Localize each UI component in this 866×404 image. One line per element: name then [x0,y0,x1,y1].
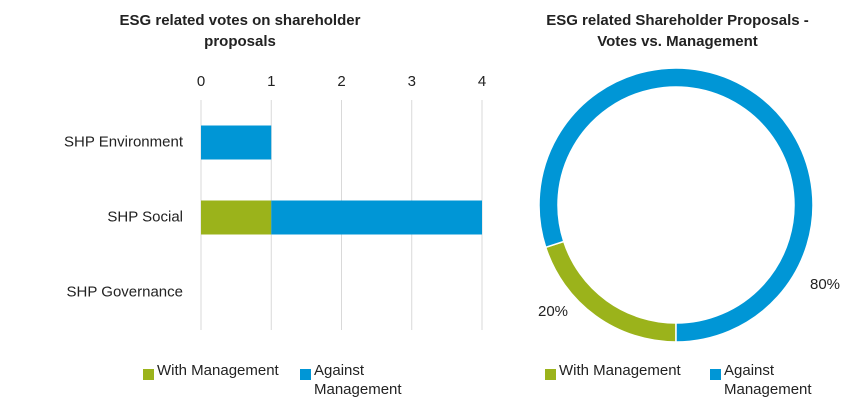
x-tick-label: 0 [197,73,205,90]
bar [271,200,482,235]
legend-swatch [710,369,721,380]
donut-segment [544,240,677,343]
x-tick-label: 1 [267,73,275,90]
legend-label: With Management [559,362,681,379]
legend-swatch [545,369,556,380]
x-tick-label: 2 [337,73,345,90]
bar [201,125,272,160]
y-tick-label: SHP Governance [67,283,183,300]
chart-title: ESG related Shareholder Proposals - Vote… [546,12,809,50]
donut-segment [538,67,814,343]
legend-label: Against Management [314,362,402,398]
data-label: 20% [538,303,568,320]
y-tick-label: SHP Social [107,208,183,225]
legend-label: Against Management [724,362,812,398]
chart-title: ESG related votes on shareholder proposa… [119,12,361,50]
legend-label: With Management [157,362,279,379]
bar [201,200,272,235]
legend-swatch [300,369,311,380]
legend-swatch [143,369,154,380]
data-label: 80% [810,276,840,293]
x-tick-label: 3 [408,73,416,90]
x-tick-label: 4 [478,73,486,90]
y-tick-label: SHP Environment [64,133,184,150]
